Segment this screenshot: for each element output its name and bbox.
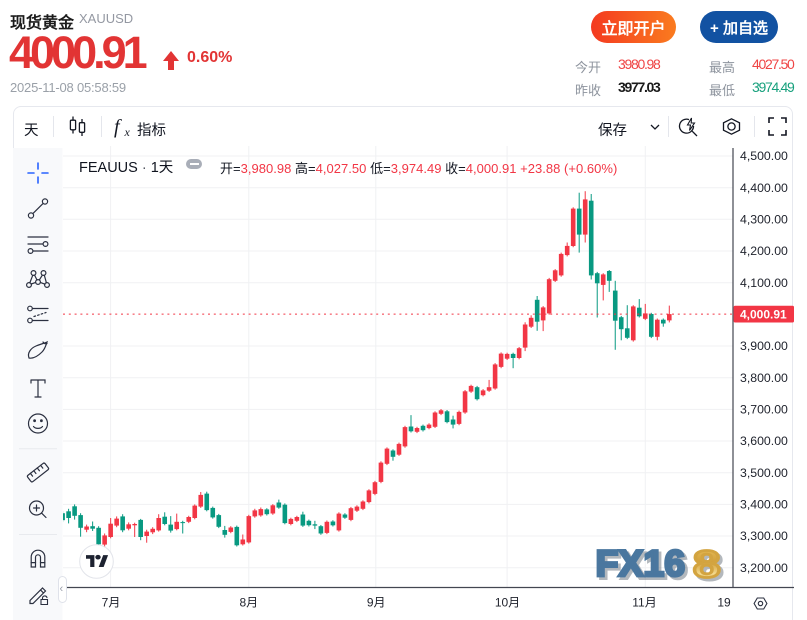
svg-text:4,300.00: 4,300.00 — [740, 213, 788, 227]
svg-text:4,500.00: 4,500.00 — [740, 149, 788, 163]
svg-text:8: 8 — [693, 543, 720, 585]
svg-text:3,600.00: 3,600.00 — [740, 434, 788, 448]
svg-text:8: 8 — [696, 546, 723, 588]
svg-text:3,500.00: 3,500.00 — [740, 466, 788, 480]
svg-text:FX16: FX16 — [598, 545, 688, 587]
svg-text:3,200.00: 3,200.00 — [740, 561, 788, 575]
svg-text:11月: 11月 — [632, 596, 656, 610]
svg-text:3,700.00: 3,700.00 — [740, 403, 788, 417]
svg-text:4,400.00: 4,400.00 — [740, 181, 788, 195]
svg-text:FX16: FX16 — [596, 542, 686, 584]
svg-text:9月: 9月 — [367, 596, 386, 610]
svg-text:3,300.00: 3,300.00 — [740, 529, 788, 543]
svg-text:3,900.00: 3,900.00 — [740, 339, 788, 353]
svg-text:19: 19 — [717, 596, 731, 610]
svg-text:4,000.91: 4,000.91 — [740, 307, 787, 321]
svg-text:8月: 8月 — [239, 596, 258, 610]
svg-text:x: x — [124, 125, 131, 139]
svg-text:7月: 7月 — [102, 596, 121, 610]
svg-text:10月: 10月 — [495, 596, 520, 610]
svg-text:4,100.00: 4,100.00 — [740, 276, 788, 290]
svg-text:3,400.00: 3,400.00 — [740, 498, 788, 512]
svg-text:3,800.00: 3,800.00 — [740, 371, 788, 385]
svg-text:f: f — [114, 116, 122, 138]
svg-text:4,200.00: 4,200.00 — [740, 244, 788, 258]
